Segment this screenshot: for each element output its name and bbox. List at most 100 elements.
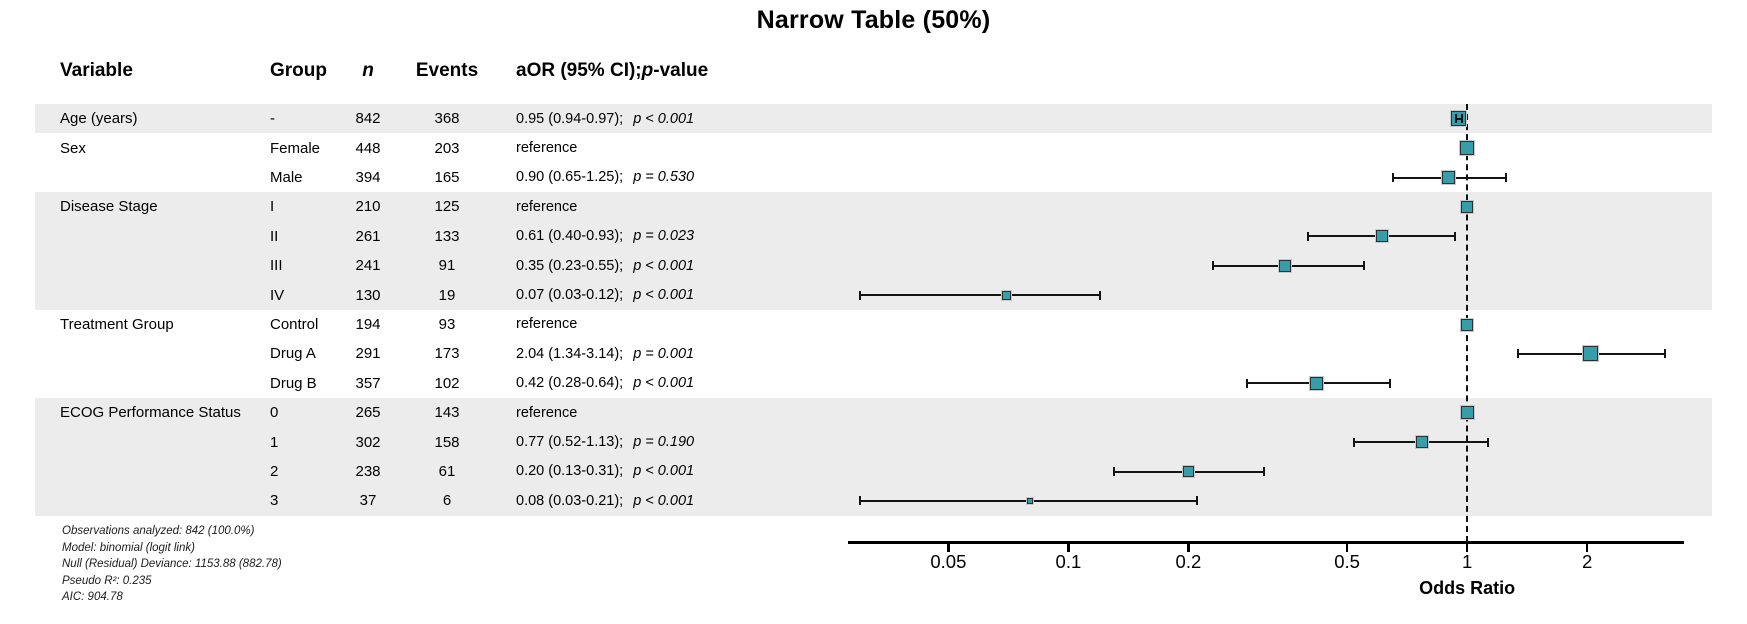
axis-tick-label: 2 (1581, 551, 1593, 572)
or-point-marker (1026, 497, 1033, 504)
aor-cell: 0.90 (0.65-1.25); p = 0.530 (516, 163, 856, 192)
variable-cell (60, 369, 265, 398)
group-stripe-band (35, 104, 1712, 134)
aor-cell: reference (516, 398, 856, 427)
n-cell: 261 (355, 227, 381, 245)
variable-cell: Age (years) (60, 110, 138, 128)
variable-cell (60, 163, 265, 192)
ci-cap-low (858, 290, 861, 300)
table-row: Male 394 165 0.90 (0.65-1.25); p = 0.530 (0, 163, 1747, 192)
group-cell: 3 (270, 492, 279, 510)
group-cell: Drug B (270, 374, 317, 392)
table-row: Sex Female 448 203 reference (0, 133, 1747, 162)
or-point-marker (1461, 200, 1474, 213)
ci-cap-high (1487, 437, 1490, 447)
axis-tick (1585, 544, 1589, 552)
axis-tick-label: 0.2 (1175, 551, 1202, 572)
header-aor: aOR (95% CI); p -value (516, 56, 856, 86)
aor-cell: reference (516, 310, 856, 339)
events-cell: 143 (434, 404, 460, 422)
or-point-marker (1460, 141, 1475, 156)
aor-cell: 0.42 (0.28-0.64); p < 0.001 (516, 369, 856, 398)
aor-cell: 0.77 (0.52-1.13); p = 0.190 (516, 427, 856, 456)
p-value-text: p = 0.001 (633, 345, 695, 362)
table-row: Drug A 291 173 2.04 (1.34-3.14); p = 0.0… (0, 339, 1747, 368)
variable-cell (60, 427, 265, 456)
or-point-marker (1583, 346, 1598, 362)
variable-cell (60, 222, 265, 251)
group-cell: I (270, 198, 275, 216)
ci-cap-high (1362, 261, 1365, 271)
or-point-marker (1002, 290, 1012, 300)
estimate-text: 0.35 (0.23-0.55); (516, 257, 624, 274)
header-n: n (362, 60, 374, 81)
axis-tick (1465, 544, 1469, 552)
n-cell: 302 (355, 433, 381, 451)
events-cell: 133 (434, 227, 460, 245)
events-cell: 125 (434, 198, 460, 216)
footnote-line: Pseudo R²: 0.235 (62, 574, 152, 587)
p-value-text: p < 0.001 (633, 375, 695, 392)
or-point-marker (1182, 466, 1194, 477)
header-group: Group (270, 60, 327, 81)
ci-cap-high (1453, 231, 1456, 241)
p-value-text: p < 0.001 (633, 492, 695, 509)
group-cell: Control (270, 315, 319, 333)
ci-cap-high (1664, 349, 1667, 359)
axis-tick-label: 0.5 (1334, 551, 1360, 572)
ci-cap-high (1195, 496, 1198, 506)
aor-cell: 0.35 (0.23-0.55); p < 0.001 (516, 251, 856, 280)
estimate-text: 0.08 (0.03-0.21); (516, 492, 624, 509)
n-cell: 291 (355, 345, 381, 363)
events-cell: 19 (438, 286, 456, 304)
variable-cell: Disease Stage (60, 198, 158, 216)
group-cell: Male (270, 168, 303, 186)
estimate-text: 2.04 (1.34-3.14); (516, 345, 624, 362)
ci-whisker-line (1456, 117, 1462, 120)
ci-cap-low (1352, 437, 1355, 447)
estimate-text: 0.07 (0.03-0.12); (516, 287, 624, 304)
group-cell: II (270, 227, 279, 245)
estimate-text: reference (516, 316, 578, 333)
ci-cap-high (1388, 378, 1391, 388)
group-cell: 0 (270, 404, 279, 422)
table-header-row: Variable Group n Events aOR (95% CI); p-… (0, 56, 1747, 86)
estimate-text: 0.90 (0.65-1.25); (516, 169, 624, 186)
axis-tick-label: 0.1 (1055, 551, 1082, 572)
events-cell: 158 (434, 433, 460, 451)
variable-cell (60, 457, 265, 486)
aor-cell: reference (516, 133, 856, 162)
estimate-text: reference (516, 140, 578, 157)
variable-cell: ECOG Performance Status (60, 404, 241, 422)
variable-cell (60, 280, 265, 309)
ci-cap-low (1211, 261, 1214, 271)
aor-cell: 0.95 (0.94-0.97); p < 0.001 (516, 104, 856, 133)
or-point-marker (1375, 230, 1388, 243)
n-cell: 241 (355, 257, 381, 275)
estimate-text: 0.77 (0.52-1.13); (516, 434, 624, 451)
group-cell: - (270, 110, 275, 128)
ci-cap-low (1516, 349, 1519, 359)
p-value-text: p < 0.001 (633, 257, 695, 274)
aor-cell: reference (516, 192, 856, 221)
events-cell: 93 (438, 315, 456, 333)
group-cell: IV (270, 286, 285, 304)
ci-cap-high (1460, 114, 1463, 124)
n-cell: 448 (355, 139, 381, 157)
ci-whisker-line (859, 294, 1100, 297)
table-row: ECOG Performance Status 0 265 143 refere… (0, 398, 1747, 427)
estimate-text: reference (516, 404, 578, 421)
events-cell: 61 (438, 462, 456, 480)
axis-tick (947, 544, 950, 552)
footnote-line: Model: binomial (logit link) (62, 541, 195, 554)
or-point-marker (1461, 318, 1474, 331)
ci-cap-low (1112, 467, 1115, 476)
estimate-text: 0.95 (0.94-0.97); (516, 110, 624, 127)
table-row: 2 238 61 0.20 (0.13-0.31); p < 0.001 (0, 457, 1747, 486)
or-point-marker (1279, 259, 1292, 272)
table-row: IV 130 19 0.07 (0.03-0.12); p < 0.001 (0, 280, 1747, 309)
n-cell: 210 (355, 198, 381, 216)
header-events: Events (415, 60, 479, 81)
